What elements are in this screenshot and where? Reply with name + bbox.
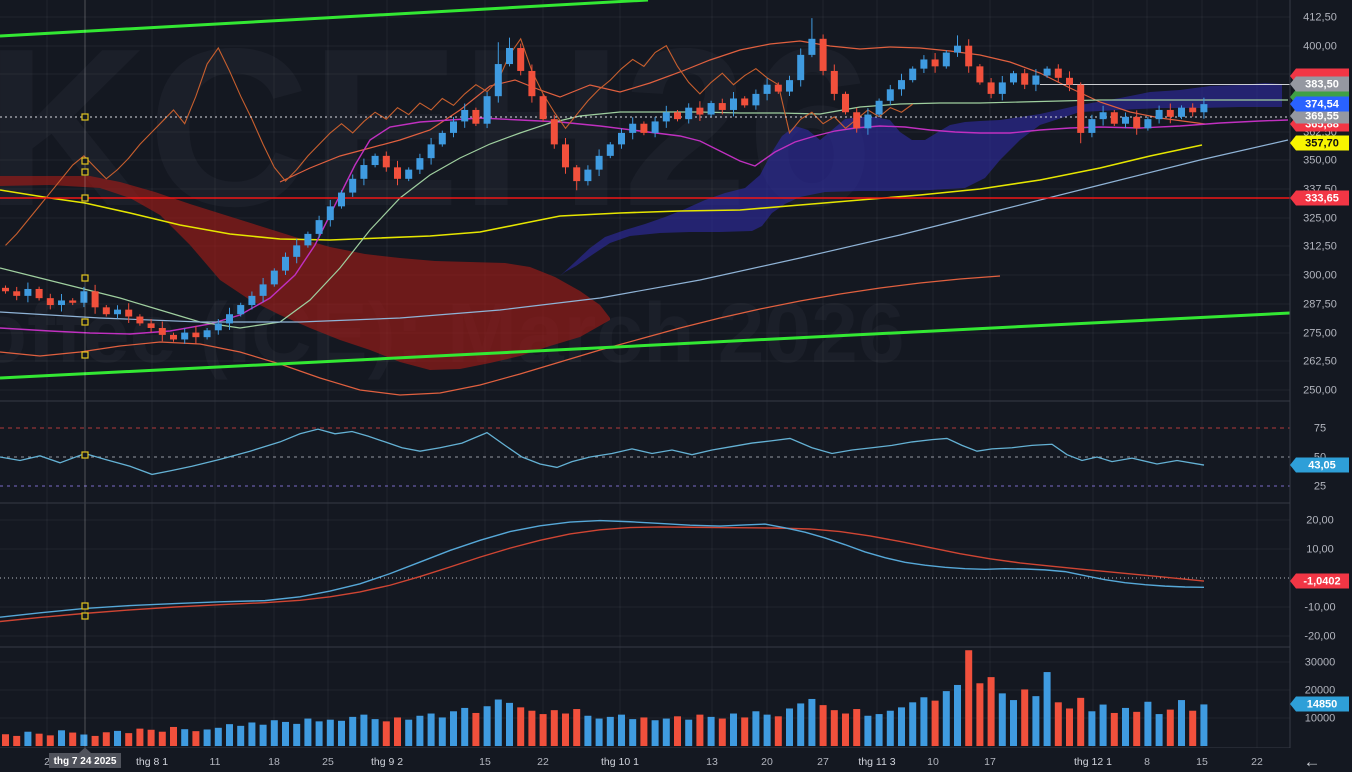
anchor-handle[interactable]: [81, 318, 89, 326]
anchor-handle[interactable]: [81, 113, 89, 121]
macd-signal-line: [0, 526, 1205, 623]
time-tick-label: 22: [537, 756, 549, 768]
price-label-pill: 14850: [1290, 696, 1349, 712]
anchor-handle[interactable]: [81, 451, 89, 459]
time-tick-label: thg 8 1: [136, 756, 168, 768]
time-tick-label: 20: [761, 756, 773, 768]
anchor-handle[interactable]: [81, 274, 89, 282]
time-axis[interactable]: 2 thg 8 1 11 18 25 thg 9 2 15 22 thg 10 1 13 20 27 t…: [0, 747, 1352, 772]
time-tick-label: 11: [210, 756, 221, 768]
anchor-handle[interactable]: [81, 157, 89, 165]
time-tick-label: 25: [322, 756, 334, 768]
time-tick-label: thg 11 3: [858, 756, 895, 768]
ma-palegreen: [0, 99, 1288, 329]
anchor-handle[interactable]: [81, 168, 89, 176]
axis-tick-label: 300,00: [1303, 270, 1337, 282]
macd-line: [0, 519, 1205, 618]
ichimoku-cloud-blue: [560, 83, 1282, 276]
chikou-span: [5, 37, 914, 246]
axis-tick-label: -10,00: [1304, 602, 1335, 614]
price-label-pill: 357,70: [1290, 135, 1349, 151]
time-tick-label: 8: [1144, 756, 1150, 768]
svg-text:thg 7 24 2025: thg 7 24 2025: [54, 756, 117, 767]
axis-tick-label: 10,00: [1306, 544, 1334, 556]
time-tick-label: thg 10 1: [601, 756, 639, 768]
anchor-handle[interactable]: [81, 194, 89, 202]
price-label-pill: 374,54: [1290, 96, 1349, 112]
trendline-lower-green[interactable]: [0, 311, 1290, 380]
anchor-handle[interactable]: [81, 612, 89, 620]
axis-tick-label: 412,50: [1303, 12, 1337, 24]
svg-text:43,05: 43,05: [1308, 460, 1336, 472]
axis-tick-label: 75: [1314, 423, 1326, 435]
axis-tick-label: 275,00: [1303, 328, 1337, 340]
time-tick-label: 10: [927, 756, 939, 768]
price-axis[interactable]: 412,50400,00387,50362,50350,00337,50325,…: [1289, 0, 1352, 748]
axis-tick-label: 287,50: [1303, 299, 1337, 311]
anchor-handle[interactable]: [81, 351, 89, 359]
main-pane[interactable]: [0, 0, 1290, 396]
ichimoku-cloud-red: [0, 176, 610, 370]
macd-panel[interactable]: [0, 519, 1290, 623]
gridlines: [0, 0, 1290, 748]
svg-text:383,50: 383,50: [1305, 79, 1339, 91]
ma-purple: [0, 117, 1289, 335]
svg-text:374,54: 374,54: [1305, 99, 1340, 111]
time-tick-label: 15: [479, 756, 491, 768]
crosshair-date-label: thg 7 24 2025: [49, 747, 121, 768]
time-tick-label: 27: [817, 756, 829, 768]
time-tick-label: 13: [706, 756, 718, 768]
time-tick-label: thg 12 1: [1074, 756, 1112, 768]
drawing-anchors[interactable]: [81, 113, 89, 620]
time-tick-label: 18: [268, 756, 280, 768]
time-tick-label: thg 9 2: [371, 756, 403, 768]
axis-tick-label: 400,00: [1303, 41, 1337, 53]
axis-tick-label: 250,00: [1303, 385, 1337, 397]
rsi-panel[interactable]: [0, 427, 1290, 487]
axis-tick-label: 325,00: [1303, 213, 1337, 225]
candlesticks[interactable]: [2, 18, 1208, 344]
price-label-pill: 383,50: [1290, 76, 1349, 92]
time-tick-label: 22: [1251, 756, 1263, 768]
price-label-pill: 43,05: [1290, 457, 1349, 473]
axis-tick-label: 20,00: [1306, 515, 1334, 527]
trendline-upper-green[interactable]: [0, 0, 649, 38]
axis-tick-label: 262,50: [1303, 356, 1337, 368]
anchor-handle[interactable]: [81, 602, 89, 610]
envelope-upper-coral: [279, 40, 1206, 183]
axis-tick-label: 25: [1314, 481, 1326, 493]
kijun-yellow: [0, 144, 1203, 241]
axis-tick-label: 350,00: [1303, 155, 1337, 167]
svg-text:-1,0402: -1,0402: [1303, 576, 1340, 588]
svg-text:357,70: 357,70: [1305, 138, 1339, 150]
price-label-pill: -1,0402: [1290, 573, 1349, 589]
axis-tick-label: 30000: [1305, 657, 1336, 669]
envelope-lower-coral: [0, 275, 1001, 396]
svg-text:14850: 14850: [1307, 699, 1338, 711]
svg-text:333,65: 333,65: [1305, 193, 1339, 205]
time-tick-label: 2: [44, 756, 50, 768]
svg-text:369,55: 369,55: [1305, 111, 1339, 123]
axis-tick-label: 20000: [1305, 685, 1336, 697]
rsi-line: [0, 428, 1205, 476]
time-tick-label: 17: [984, 756, 996, 768]
volume-panel[interactable]: [2, 650, 1208, 746]
price-label-pill: 369,55: [1290, 108, 1349, 124]
go-left-arrow-button[interactable]: ←: [1304, 752, 1321, 771]
axis-tick-label: -20,00: [1304, 631, 1335, 643]
axis-tick-label: 10000: [1305, 713, 1336, 725]
price-label-pill: 333,65: [1290, 190, 1349, 206]
time-tick-label: 15: [1196, 756, 1208, 768]
ma-steelblue: [0, 139, 1289, 323]
axis-tick-label: 312,50: [1303, 241, 1337, 253]
